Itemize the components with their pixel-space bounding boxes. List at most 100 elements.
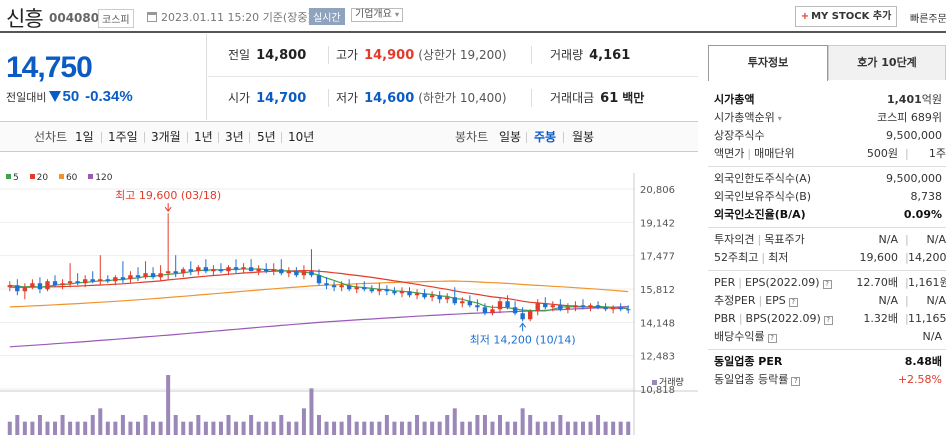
wk52-low-value: 14,200 — [908, 251, 946, 264]
candle-body — [339, 285, 344, 288]
info-row: 동일업종 등락률? +2.58% — [708, 371, 946, 389]
volume-bar — [256, 421, 261, 435]
tab-weekly-candle[interactable]: 주봉 — [534, 130, 557, 144]
volume-value: 4,161 — [589, 48, 631, 63]
line-chart-heading: 선차트 — [34, 130, 68, 144]
tab-monthly-candle[interactable]: 월봉 — [572, 130, 595, 144]
tab-3year[interactable]: 3년 — [225, 130, 244, 144]
div-value: N/A — [922, 330, 942, 343]
candle-body — [264, 269, 269, 272]
trade-unit-label: 매매단위 — [754, 147, 795, 160]
volume-bar — [422, 421, 427, 435]
pbr-value: 1.32배 — [863, 312, 898, 325]
divider — [531, 46, 532, 64]
volume-bar — [196, 415, 201, 435]
industry-per-label: 동일업종 PER — [714, 355, 783, 368]
tab-5year[interactable]: 5년 — [257, 130, 276, 144]
candle-body — [505, 301, 510, 308]
volume-bar — [543, 421, 548, 435]
help-icon[interactable]: ? — [822, 280, 832, 289]
volume-legend-label: 거래량 — [659, 378, 684, 388]
cap-rank-value: 코스피 689위 — [877, 111, 942, 124]
tab-3month[interactable]: 3개월 — [151, 130, 181, 144]
volume-bar — [565, 421, 570, 435]
y-tick-label: 10,818 — [640, 385, 675, 396]
info-row: 배당수익률? N/A — [708, 328, 946, 346]
legend-swatch — [88, 174, 94, 179]
volume-bar — [324, 421, 329, 435]
quote-row: 전일 14,800 고가 14,900 (상한가 19,200) 거래량 4,161 — [208, 34, 698, 77]
volume-bar — [7, 421, 12, 435]
info-row: PBR|BPS(2022.09)?1.32배|11,165원 — [708, 310, 946, 328]
candle-body — [248, 267, 254, 272]
bps-value: 11,165원 — [908, 312, 946, 325]
info-row: 외국인한도주식수(A) 9,500,000 — [708, 170, 946, 188]
opinion-value: N/A — [878, 233, 898, 246]
tab-hoga-10[interactable]: 호가 10단계 — [828, 45, 946, 80]
foreign-hold-value: 8,738 — [910, 190, 943, 203]
price-chart[interactable]: 5 20 60 120 20,806 19,142 17,477 15,812 14,1… — [0, 153, 698, 435]
legend-swatch — [6, 174, 11, 179]
open-price: 시가 14,700 — [228, 77, 306, 120]
candle-body — [203, 267, 209, 272]
legend-label: 20 — [36, 173, 49, 183]
sort-arrow-icon[interactable]: ▾ — [777, 114, 782, 123]
candle-body — [331, 285, 337, 288]
info-group-industry: 동일업종 PER 8.48배 동일업종 등락률? +2.58% — [708, 350, 946, 392]
candle-body — [543, 303, 548, 308]
quick-order-link[interactable]: 빠른주문 — [910, 14, 946, 25]
volume-bar — [75, 421, 80, 435]
volume-bar — [618, 421, 623, 435]
tab-10year[interactable]: 10년 — [288, 130, 315, 144]
candle-body — [445, 297, 450, 300]
tab-1year[interactable]: 1년 — [194, 130, 213, 144]
amount-value: 61 — [600, 91, 619, 106]
market-cap-value: 1,401 — [886, 93, 922, 106]
candle-body — [22, 287, 28, 292]
div-label: 배당수익률 — [714, 330, 765, 343]
volume-bar — [105, 421, 110, 435]
par-value: 500원 — [866, 147, 898, 160]
help-icon[interactable]: ? — [767, 334, 777, 343]
volume-bar — [90, 415, 95, 435]
cap-rank-label: 시가총액순위 — [714, 111, 775, 124]
bps-label: BPS(2022.09) — [745, 312, 821, 325]
industry-rate-value: +2.58% — [897, 373, 942, 386]
open-label: 시가 — [228, 91, 251, 105]
candle-body — [550, 305, 556, 308]
candle-body — [45, 281, 50, 290]
amount-label: 거래대금 — [550, 91, 595, 105]
candle-body — [467, 301, 473, 306]
open-value: 14,700 — [256, 91, 307, 106]
info-group-market: 시가총액 1,401억원 시가총액순위 ▾ 코스피 689위 상장주식수 9,500,0… — [708, 88, 946, 167]
candle-body — [437, 295, 442, 300]
volume-bar — [588, 421, 593, 435]
candlestick-svg[interactable]: 20,806 19,142 17,477 15,812 14,148 12,483 10,8… — [0, 153, 698, 435]
foreign-limit-value: 9,500,000 — [886, 172, 942, 185]
low-value: 14,600 — [364, 91, 415, 106]
tab-invest-info[interactable]: 투자정보 — [708, 45, 828, 81]
volume-bar — [30, 421, 35, 435]
candle-body — [113, 277, 118, 282]
help-icon[interactable]: ? — [823, 316, 833, 325]
help-icon[interactable]: ? — [788, 298, 798, 307]
company-overview-dropdown[interactable]: 기업개요 ▾ — [351, 8, 404, 22]
tab-1day[interactable]: 1일 — [75, 130, 94, 144]
volume-bar — [234, 421, 239, 435]
tab-1week[interactable]: 1주일 — [108, 130, 138, 144]
tab-daily-candle[interactable]: 일봉 — [499, 130, 522, 144]
realtime-badge[interactable]: 실시간 — [309, 8, 345, 25]
wk52-low-label: 최저 — [768, 251, 789, 264]
help-icon[interactable]: ? — [791, 377, 801, 386]
change-value: 50 — [62, 88, 80, 105]
basis-text: 기준(장중) — [262, 11, 312, 24]
candle-body — [482, 307, 488, 314]
legend-ma120: 120 — [88, 173, 112, 183]
divider — [328, 89, 329, 107]
volume-bar — [535, 421, 540, 435]
candle-body — [346, 285, 352, 290]
candle-body — [565, 307, 571, 310]
market-cap-unit: 억원 — [921, 93, 942, 106]
legend-ma20: 20 — [29, 173, 49, 183]
add-mystock-button[interactable]: + MY STOCK 추가 — [795, 6, 897, 27]
